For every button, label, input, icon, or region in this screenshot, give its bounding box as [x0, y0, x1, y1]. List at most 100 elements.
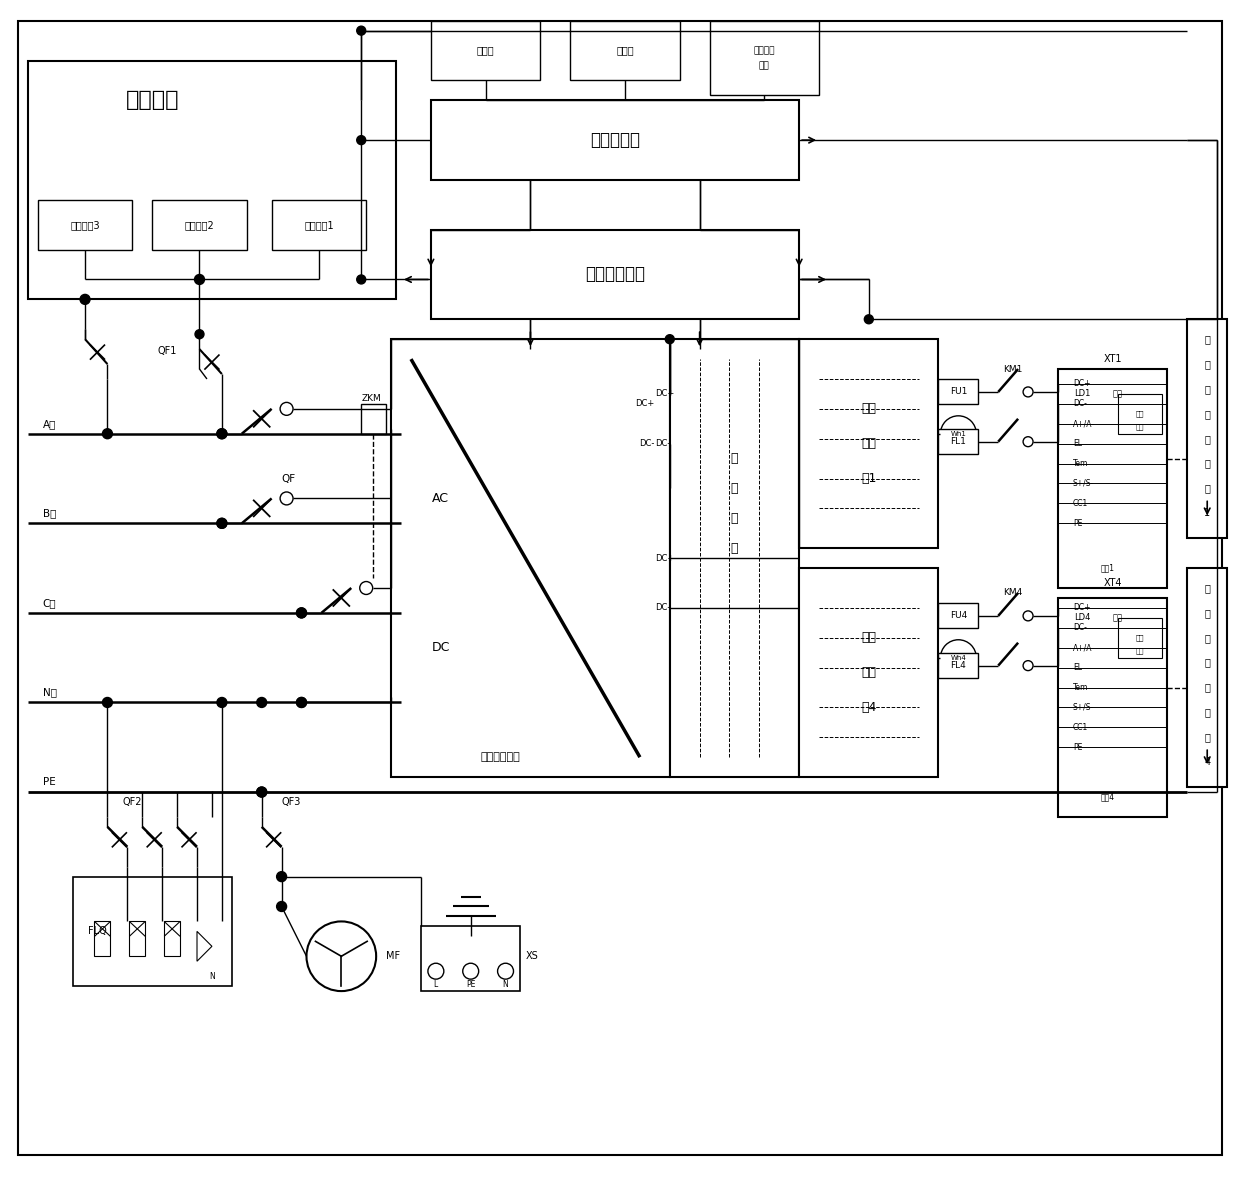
Text: 模: 模: [1204, 458, 1210, 469]
Text: DC+: DC+: [655, 554, 675, 563]
Text: Wh4: Wh4: [951, 655, 966, 661]
Text: 关: 关: [730, 482, 738, 495]
Text: 功率控制模块: 功率控制模块: [585, 265, 645, 284]
Bar: [361, 404, 386, 434]
Text: Wh1: Wh1: [950, 431, 966, 437]
Text: C相: C相: [42, 598, 56, 608]
Bar: [153, 200, 247, 250]
Text: A+/A-: A+/A-: [1073, 643, 1095, 653]
Text: EL: EL: [1073, 663, 1081, 673]
Text: 主控制模块: 主控制模块: [590, 131, 640, 150]
Text: QF1: QF1: [157, 346, 176, 356]
Circle shape: [296, 608, 306, 618]
Text: FL4: FL4: [951, 661, 966, 670]
Circle shape: [103, 697, 113, 708]
Text: QF: QF: [281, 474, 295, 483]
Text: DC-: DC-: [655, 603, 670, 613]
Text: L: L: [434, 980, 438, 988]
Text: A相: A相: [42, 419, 56, 429]
Bar: [570, 21, 680, 80]
Bar: [164, 921, 180, 957]
Circle shape: [296, 697, 306, 708]
Circle shape: [257, 787, 267, 798]
Text: Tem: Tem: [1073, 459, 1089, 468]
Text: 主: 主: [1204, 633, 1210, 643]
Bar: [709, 21, 820, 95]
Text: 模块: 模块: [862, 666, 877, 679]
Circle shape: [357, 135, 366, 145]
Circle shape: [217, 429, 227, 438]
Bar: [391, 339, 670, 777]
Text: 电源: 电源: [1136, 410, 1143, 417]
Text: CC1: CC1: [1073, 499, 1089, 508]
Text: 组4: 组4: [861, 701, 877, 714]
Text: 充电: 充电: [862, 631, 877, 644]
Text: B相: B相: [42, 509, 56, 518]
Circle shape: [257, 697, 267, 708]
Text: 控接: 控接: [1136, 423, 1143, 430]
Bar: [939, 603, 978, 628]
Text: 主: 主: [1204, 384, 1210, 393]
Bar: [129, 921, 145, 957]
Text: N: N: [210, 972, 215, 980]
Bar: [1117, 618, 1162, 657]
Text: 块: 块: [1204, 483, 1210, 494]
Circle shape: [217, 518, 227, 528]
Circle shape: [296, 608, 306, 618]
Bar: [939, 379, 978, 404]
Circle shape: [357, 274, 366, 284]
Bar: [1058, 598, 1167, 816]
Bar: [939, 653, 978, 677]
Bar: [1068, 379, 1137, 409]
Text: FL1: FL1: [950, 437, 966, 446]
Text: PE: PE: [1073, 518, 1083, 528]
Circle shape: [217, 429, 227, 438]
Circle shape: [217, 697, 227, 708]
Text: DC: DC: [432, 641, 450, 654]
Text: EL: EL: [1073, 439, 1081, 448]
Circle shape: [195, 330, 203, 339]
Text: QF2: QF2: [123, 798, 141, 807]
Text: 监控屏: 监控屏: [477, 46, 495, 55]
Text: FLQ: FLQ: [88, 926, 107, 937]
Text: 泄放: 泄放: [1112, 614, 1122, 622]
Text: 备用4: 备用4: [1101, 793, 1115, 801]
Text: 组1: 组1: [861, 472, 877, 485]
Text: 功率电源模块: 功率电源模块: [481, 753, 521, 762]
Text: A+/A-: A+/A-: [1073, 419, 1095, 429]
Bar: [73, 876, 232, 986]
Text: 开: 开: [730, 452, 738, 465]
Text: DC+: DC+: [655, 390, 675, 398]
Text: 4: 4: [1204, 757, 1210, 767]
Text: 泄放: 泄放: [1112, 390, 1122, 398]
Text: DC-: DC-: [1073, 399, 1086, 409]
Text: DC+: DC+: [636, 399, 655, 409]
Text: DC+: DC+: [1073, 603, 1090, 613]
Bar: [1058, 369, 1167, 588]
Text: Tem: Tem: [1073, 683, 1089, 691]
Text: 模块: 模块: [759, 61, 770, 70]
Text: 模: 模: [1204, 708, 1210, 717]
Circle shape: [257, 787, 267, 798]
Text: FU1: FU1: [950, 388, 967, 397]
Text: QF3: QF3: [281, 798, 301, 807]
Text: 控接: 控接: [1136, 648, 1143, 654]
Circle shape: [277, 872, 286, 881]
Bar: [430, 230, 799, 319]
Text: FU4: FU4: [950, 611, 967, 621]
Bar: [27, 60, 396, 299]
Text: 电: 电: [1204, 359, 1210, 369]
Text: 读卡器: 读卡器: [616, 46, 634, 55]
Text: PE: PE: [466, 980, 475, 988]
Text: DC-: DC-: [640, 439, 655, 448]
Circle shape: [103, 429, 113, 438]
Bar: [1117, 393, 1162, 434]
Text: 控: 控: [1204, 409, 1210, 419]
Text: PE: PE: [42, 777, 56, 787]
Bar: [799, 568, 939, 777]
Bar: [670, 339, 799, 777]
Bar: [430, 21, 541, 80]
Text: 充电: 充电: [862, 403, 877, 416]
Bar: [1068, 603, 1137, 633]
Text: LD4: LD4: [1075, 614, 1091, 622]
